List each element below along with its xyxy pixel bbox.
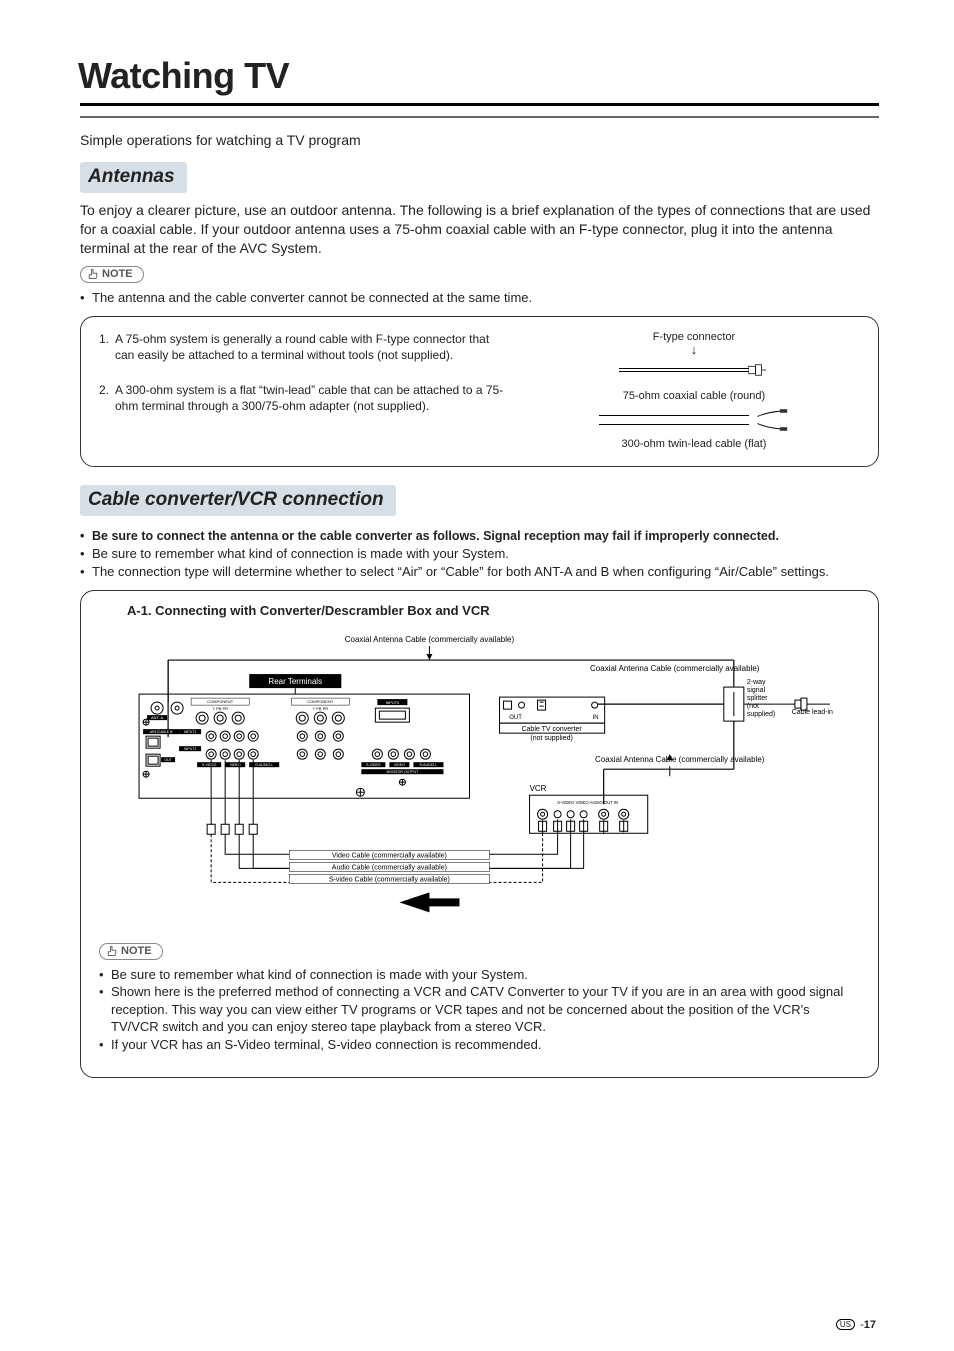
diagram-heading: A-1. Connecting with Converter/Descrambl…: [127, 603, 860, 618]
section-antennas-label: Antennas: [80, 162, 187, 193]
hand-point-icon: [87, 268, 99, 280]
antenna-item-2-text: A 300-ohm system is a flat “twin-lead” c…: [115, 382, 510, 414]
svg-text:S-VIDEO: S-VIDEO: [366, 763, 381, 767]
connection-diagram: Coaxial Antenna Cable (commercially avai…: [99, 624, 860, 934]
antenna-right-col: F-type connector ↓ 75-ohm coaxial cable …: [528, 331, 860, 450]
note-badge-2: NOTE: [99, 943, 163, 960]
svg-text:supplied): supplied): [747, 711, 775, 718]
arrow-left-icon: [399, 893, 459, 913]
svg-text:S-video Cable (commercially av: S-video Cable (commercially available): [329, 877, 450, 884]
note-label-text: NOTE: [102, 268, 133, 280]
svg-text:Y PB PR: Y PB PR: [312, 706, 328, 711]
cablevcr-bullet-3: The connection type will determine wheth…: [80, 563, 879, 581]
antenna-item-2: 2. A 300-ohm system is a flat “twin-lead…: [99, 382, 510, 414]
antennas-intro: To enjoy a clearer picture, use an outdo…: [80, 201, 879, 258]
svg-text:S-VIDEO: S-VIDEO: [202, 763, 217, 767]
svg-text:R-AUDIO-L: R-AUDIO-L: [419, 763, 437, 767]
antenna-panel: 1. A 75-ohm system is generally a round …: [80, 316, 879, 467]
cablevcr-bullet-1: Be sure to connect the antenna or the ca…: [80, 528, 879, 545]
svg-text:Video Cable (commercially avai: Video Cable (commercially available): [332, 852, 447, 859]
rule-thick: [80, 103, 879, 106]
antenna-item-1-text: A 75-ohm system is generally a round cab…: [115, 331, 510, 363]
svg-text:(not supplied): (not supplied): [530, 735, 572, 742]
cablevcr-bullets: Be sure to connect the antenna or the ca…: [80, 528, 879, 580]
note2-item-2: Shown here is the preferred method of co…: [99, 983, 860, 1036]
note2-label-text: NOTE: [121, 945, 152, 957]
hand-point-icon: [106, 945, 118, 957]
antenna-item-1-num: 1.: [99, 331, 115, 363]
svg-text:Y PB PR: Y PB PR: [212, 706, 228, 711]
svg-text:Audio Cable (commercially avai: Audio Cable (commercially available): [332, 865, 447, 872]
page-number: 17: [864, 1319, 876, 1331]
coax75-label: 75-ohm coaxial cable (round): [528, 390, 860, 402]
twin-lead-illustration: [599, 408, 789, 432]
svg-text:OUT: OUT: [164, 758, 172, 762]
svg-text:INPUT1: INPUT1: [184, 730, 197, 734]
svg-text:IN: IN: [593, 715, 599, 721]
page-footer: US -17: [836, 1319, 876, 1331]
note2-list: Be sure to remember what kind of connect…: [99, 966, 860, 1054]
rule-mid: [80, 116, 879, 118]
note2-item-1: Be sure to remember what kind of connect…: [99, 966, 860, 984]
svg-text:2-way: 2-way: [747, 679, 766, 686]
svg-text:VIDEO: VIDEO: [394, 763, 405, 767]
svg-text:VCR: VCR: [530, 784, 547, 793]
svg-text:ANT. A: ANT. A: [151, 715, 164, 720]
diagram-panel: A-1. Connecting with Converter/Descrambl…: [80, 590, 879, 1078]
svg-text:MONITOR OUTPUT: MONITOR OUTPUT: [386, 770, 419, 774]
antenna-left-col: 1. A 75-ohm system is generally a round …: [99, 331, 510, 450]
svg-text:Coaxial Antenna Cable (commerc: Coaxial Antenna Cable (commercially avai…: [595, 755, 765, 764]
svg-text:INPUT2: INPUT2: [184, 747, 197, 751]
svg-text:INPUT5: INPUT5: [386, 701, 400, 705]
antenna-item-1: 1. A 75-ohm system is generally a round …: [99, 331, 510, 363]
note2-item-3: If your VCR has an S-Video terminal, S-v…: [99, 1036, 860, 1054]
svg-text:Cable lead-in: Cable lead-in: [792, 709, 833, 716]
region-badge: US: [836, 1319, 855, 1330]
arrow-down-icon: ↓: [528, 343, 860, 356]
coax-round-illustration: [619, 362, 769, 378]
svg-text:Rear Terminals: Rear Terminals: [268, 677, 322, 686]
svg-text:splitter: splitter: [747, 695, 768, 702]
svg-text:Cable TV converter: Cable TV converter: [522, 726, 583, 733]
page-title: Watching TV: [78, 55, 879, 97]
svg-text:COMPONENT: COMPONENT: [207, 699, 234, 704]
svg-text:S-VIDEO VIDEO AUDIO: S-VIDEO VIDEO AUDIO OUT IN: [557, 800, 618, 805]
antenna-note-item: The antenna and the cable converter cann…: [80, 289, 879, 307]
svg-text:R-AUDIO-L: R-AUDIO-L: [255, 763, 273, 767]
antenna-note-list: The antenna and the cable converter cann…: [80, 289, 879, 307]
note-badge: NOTE: [80, 266, 144, 283]
twin300-label: 300-ohm twin-lead cable (flat): [528, 438, 860, 450]
section-cablevcr-label: Cable converter/VCR connection: [80, 485, 396, 516]
svg-text:signal: signal: [747, 687, 766, 694]
antenna-item-2-num: 2.: [99, 382, 115, 414]
diagram-svg: Coaxial Antenna Cable (commercially avai…: [99, 624, 860, 934]
svg-text:OUT: OUT: [509, 715, 522, 721]
svg-text:ANT/CABLE B: ANT/CABLE B: [150, 730, 173, 734]
cablevcr-bullet-2: Be sure to remember what kind of connect…: [80, 545, 879, 563]
svg-text:COMPONENT: COMPONENT: [307, 699, 334, 704]
page-subtitle: Simple operations for watching a TV prog…: [80, 132, 879, 148]
svg-text:Coaxial Antenna Cable (commerc: Coaxial Antenna Cable (commercially avai…: [345, 635, 515, 644]
